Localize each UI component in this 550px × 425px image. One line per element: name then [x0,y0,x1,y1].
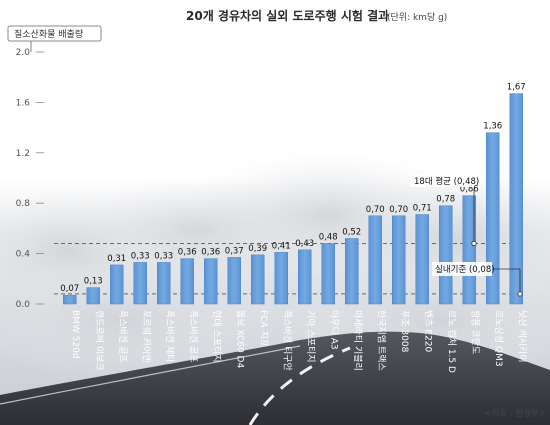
bar-value-label: 1,67 [507,83,526,93]
bar-value-label: 0,39 [248,244,267,254]
value-labels: 0,07 0,13 0,31 0,33 0,33 0,36 0,36 0,37 0,39 0,41… [60,83,525,295]
category-label: 쌍용 코란도 [469,310,481,354]
category-label: 현대 스포티지 [211,310,222,363]
category-label: 기아 스포티지 [305,310,316,363]
category-label: 푸조 3008 [399,310,410,353]
bar-value-label: 0,78 [436,195,455,205]
category-label: BMW 520d [70,310,80,359]
category-label: FCA 지프 [258,310,269,347]
limit-label-bg [432,262,492,276]
chart-subtitle: (단위: km당 g) [387,12,447,23]
bar-value-label: 0,36 [201,248,220,258]
average-label-bg [410,174,474,187]
bar [251,254,265,305]
bar [204,258,218,305]
bar [110,264,124,305]
bar [368,215,382,305]
bar [415,214,429,305]
bar [462,195,476,305]
road [0,331,550,425]
chart-title: 20개 경유차의 실외 도로주행 시험 결과 [186,8,389,23]
y-tick-label: 2.0 [16,48,31,58]
bar-value-label: 0,37 [225,246,244,256]
bar [274,252,288,305]
bar-value-label: 0,36 [178,248,197,258]
category-label: 마세라티 기블리 [352,310,363,371]
bar [321,243,335,305]
bar-value-label: 0,07 [60,284,79,294]
bar-value-label: 0,33 [131,251,150,261]
bar [439,205,453,305]
category-label: 폭스바겐 제타 [164,310,175,363]
category-label: 한국지엠 트랙스 [375,310,387,371]
bar [86,287,100,305]
y-axis: 0.0 0.4 0.8 1.2 1.6 2.0 [16,48,44,310]
bar [157,262,171,305]
y-tick-label: 0.0 [16,300,31,310]
category-label: 닛산 캐시카이 [516,310,527,363]
bar-value-label: 0,70 [366,205,385,215]
category-label: 르노 캡처 1.5 D [446,310,458,373]
annotations: 18대 평균 (0,48) 실내기준 (0,08) [410,174,523,297]
bar [486,132,500,305]
bar-value-label: 0,13 [84,277,103,287]
bars [63,93,523,305]
average-marker [471,240,477,247]
category-label: 랜드로버 이보크 [93,310,104,371]
category-label: 볼보 XC60 D4 [234,310,245,368]
bar [180,258,194,305]
bar-value-label: 0,31 [107,254,126,264]
y-tick-label: 1.6 [16,98,31,108]
source-note: <자료 : 환경부> [484,408,546,419]
bar-value-label: 0,33 [154,251,173,261]
bar-value-label: 0,48 [319,233,338,243]
bar [392,215,406,305]
category-label: 폭스바겐 티구안 [281,310,292,371]
bar [63,294,77,305]
average-label: 18대 평균 (0,48) [414,176,479,187]
category-label: 벤츠 E220 [422,310,433,353]
category-label: 르노삼성 QM3 [493,310,504,367]
bar-value-label: 0,70 [389,205,408,215]
category-labels: BMW 520d 랜드로버 이보크 폭스바겐 골프 포르쉐 카이엔 폭스바겐 제타 폭스바… [70,310,528,373]
limit-label: 실내기준 (0,08) [435,264,495,275]
y-axis-label-box [7,25,102,42]
category-label: 폭스바겐 골프 [117,310,128,363]
bar [345,238,359,305]
bar [298,249,312,305]
bar [133,262,147,305]
bar-value-label: 0,52 [342,227,361,237]
y-tick-label: 0.4 [16,250,31,260]
category-label: 포르쉐 카이엔 [140,310,151,363]
y-tick-label: 1.2 [16,149,30,159]
bar [509,93,523,305]
bar-value-label: 0,86 [460,185,479,195]
y-axis-label: 질소산화물 배출량 [14,28,83,40]
bar-value-label: 0,41 [272,241,291,251]
bar [227,257,241,305]
limit-marker [517,291,523,297]
y-tick-label: 0.8 [16,199,31,209]
category-label: 아우디 A3 [328,310,339,350]
bar-value-label: 0,71 [413,204,432,214]
bar-value-label: 1,36 [483,122,502,132]
category-label: 폭스바겐 골프 [187,310,198,363]
bar-value-label: 0,43 [295,239,314,249]
